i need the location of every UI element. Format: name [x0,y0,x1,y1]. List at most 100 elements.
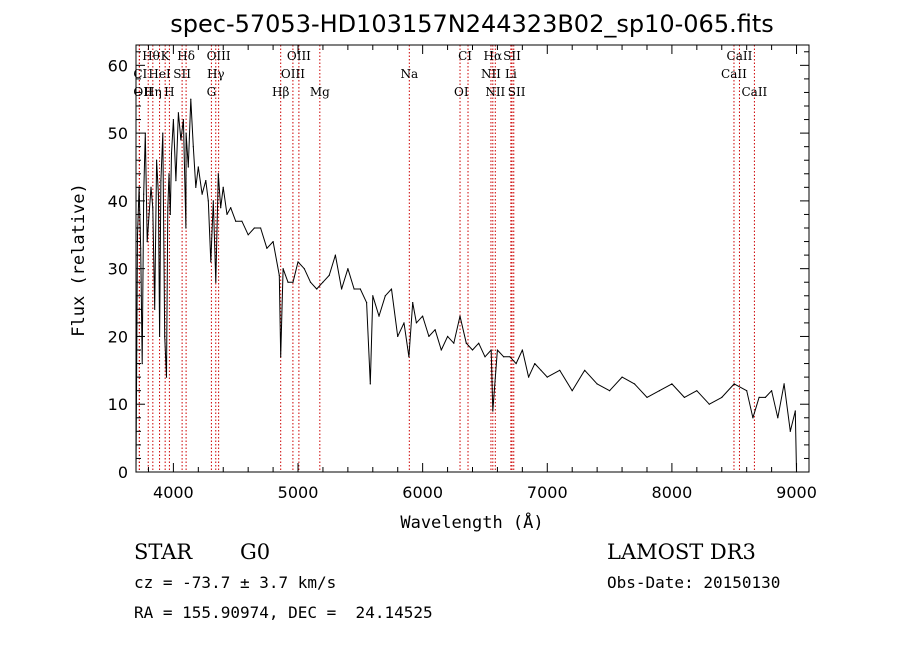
data-point [496,349,498,351]
y-tick-label: 30 [108,260,128,279]
data-point [646,396,648,398]
data-point [397,335,399,337]
data-point [150,186,152,188]
y-tick-label: 20 [108,327,128,346]
line-label: OIII [207,49,231,63]
data-point [794,410,796,412]
line-label: OI [454,85,469,99]
data-point [297,261,299,263]
line-label: OIII [281,67,305,81]
data-point [621,376,623,378]
data-point [447,335,449,337]
data-point [434,329,436,331]
data-point [484,356,486,358]
line-label: CaII [741,85,767,99]
data-point [280,356,282,358]
data-point [157,193,159,195]
x-tick-label: 8000 [652,483,693,502]
data-point [492,410,494,412]
data-point [471,349,474,351]
line-label: NII [481,67,501,81]
data-point [226,213,228,215]
data-point [180,139,182,141]
data-point [195,186,197,188]
data-point [282,268,284,270]
data-point [187,166,189,168]
data-point [515,363,517,365]
data-point [334,254,336,256]
data-point [359,288,361,290]
data-point [185,227,187,229]
y-tick-label: 60 [108,56,128,75]
data-point [671,383,673,385]
data-point [540,369,542,371]
spectrum-line [135,98,797,473]
x-tick-label: 6000 [402,483,443,502]
data-point [403,322,405,324]
data-point [503,356,505,358]
data-point [559,369,561,371]
data-point [143,193,145,195]
line-label: SII [508,85,526,99]
data-point [168,173,170,175]
data-point [353,288,355,290]
data-point [322,281,324,283]
redshift-velocity: cz = -73.7 ± 3.7 km/s [134,573,337,592]
data-point [287,281,289,283]
line-label: Hθ [142,49,160,63]
data-point [789,430,791,432]
data-point [230,207,232,209]
data-point [752,417,754,419]
data-point [197,166,199,168]
data-point [309,281,312,283]
data-point [146,241,148,243]
line-label: CaII [727,49,753,63]
line-label: Hγ [207,67,225,81]
data-point [341,288,343,290]
line-label: Na [400,67,418,81]
data-point [459,315,461,317]
line-label: CaII [721,67,747,81]
data-point [162,132,164,134]
data-point [596,383,598,385]
data-point [633,383,636,385]
data-point [185,132,187,134]
data-point [266,247,268,249]
data-point [170,152,173,154]
data-point [490,349,492,351]
coordinates: RA = 155.90974, DEC = 24.14525 [134,603,433,622]
data-point [169,213,171,215]
line-label: CI [133,67,147,81]
data-point [528,376,530,378]
data-point [303,268,305,270]
data-point [465,342,467,344]
data-point [733,383,735,385]
x-axis-label: Wavelength (Å) [400,511,543,533]
y-tick-label: 10 [108,395,128,414]
data-point [378,315,380,317]
data-point [571,390,573,392]
x-tick-label: 5000 [278,483,319,502]
subclass: G0 [240,540,271,564]
data-point [154,308,156,310]
data-point [372,295,374,297]
line-label: Li [505,67,517,81]
data-point [478,342,480,344]
data-point [205,180,207,182]
data-point [509,356,511,358]
line-label: SII [503,49,521,63]
data-point [177,112,179,114]
data-point [253,227,255,229]
data-point [683,396,686,398]
x-tick-label: 9000 [776,483,817,502]
data-point [210,261,212,263]
data-point [192,146,194,148]
data-point [708,403,710,405]
data-point [212,200,214,202]
data-point [764,396,767,398]
data-point [247,234,249,236]
data-point [148,213,150,215]
data-point [235,220,237,222]
